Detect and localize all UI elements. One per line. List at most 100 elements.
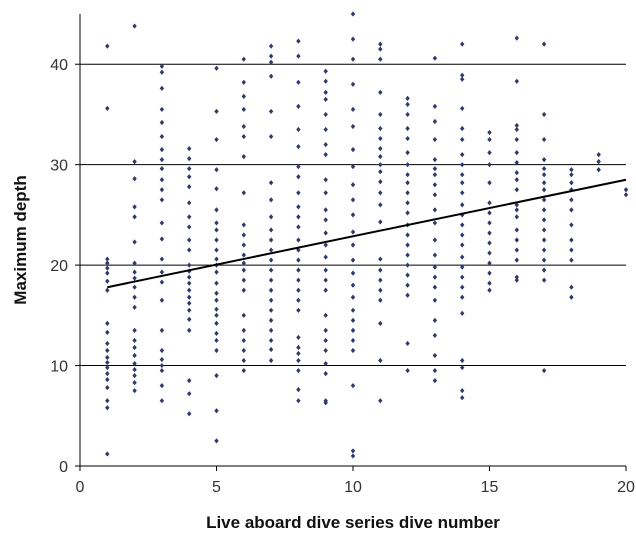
trendline-group [107, 178, 627, 289]
data-point [187, 378, 192, 384]
data-point [105, 265, 110, 271]
data-point [241, 260, 246, 266]
data-point [296, 307, 301, 313]
data-point [323, 370, 328, 377]
data-point [350, 56, 356, 62]
data-point [350, 123, 356, 130]
data-point [350, 307, 356, 313]
data-point [514, 202, 519, 208]
data-point [514, 257, 519, 263]
data-point [268, 133, 274, 140]
data-point [187, 316, 192, 322]
data-point [514, 78, 519, 84]
data-point [460, 152, 465, 158]
data-point [214, 227, 219, 233]
data-point [323, 217, 328, 223]
data-point [405, 125, 410, 132]
data-point [187, 156, 192, 162]
data-point [541, 41, 547, 47]
data-point [487, 200, 492, 206]
data-point [405, 210, 410, 216]
data-point [405, 101, 410, 107]
data-point [350, 147, 356, 153]
data-point [187, 391, 192, 397]
data-point [350, 257, 356, 263]
data-point [405, 272, 410, 278]
data-point [105, 105, 110, 112]
data-point [432, 352, 438, 359]
data-point [214, 438, 219, 444]
data-point [514, 35, 519, 41]
data-point [268, 277, 274, 283]
data-point [378, 56, 383, 62]
data-point [241, 123, 246, 130]
data-point [105, 370, 110, 377]
data-point [187, 184, 192, 190]
data-point [541, 172, 547, 178]
data-point [241, 222, 246, 228]
data-point [296, 237, 301, 243]
data-point [487, 260, 492, 266]
data-point [323, 68, 328, 74]
data-point [405, 111, 410, 118]
data-point [132, 304, 137, 310]
data-point [432, 157, 438, 163]
data-point [350, 327, 356, 333]
data-point [214, 330, 219, 337]
data-point [514, 160, 519, 166]
trendline [107, 178, 627, 289]
data-point [187, 280, 192, 286]
y-tick-label: 0 [59, 459, 68, 476]
data-point [487, 280, 492, 286]
data-point [268, 108, 274, 115]
data-point [378, 219, 383, 225]
data-point [487, 150, 492, 156]
data-point [405, 150, 410, 156]
data-point [460, 364, 465, 371]
data-point [569, 172, 574, 178]
data-point [541, 111, 547, 118]
data-point [432, 252, 438, 258]
data-point [214, 108, 219, 115]
data-point [541, 207, 547, 213]
data-point [105, 364, 110, 371]
data-point [323, 152, 328, 158]
data-point [296, 164, 301, 170]
data-point [323, 337, 328, 344]
data-point [132, 284, 137, 290]
data-point [132, 23, 137, 29]
data-point [541, 136, 547, 143]
data-point [432, 136, 438, 143]
data-point [405, 95, 410, 101]
data-point [187, 214, 192, 220]
data-point [159, 327, 165, 333]
data-point [296, 350, 301, 357]
data-point [460, 190, 465, 196]
data-point [541, 197, 547, 203]
data-point [268, 197, 274, 203]
data-point [268, 287, 274, 293]
data-point [487, 162, 492, 168]
data-point [350, 347, 356, 354]
data-point [460, 222, 465, 228]
x-tick-label: 20 [617, 479, 635, 496]
data-point [487, 220, 492, 226]
data-point [159, 220, 165, 226]
data-point [350, 229, 356, 235]
data-point [323, 360, 328, 367]
data-point [105, 320, 110, 326]
data-point [159, 147, 165, 153]
data-point [214, 186, 219, 192]
data-point [296, 357, 301, 364]
data-point [569, 294, 574, 300]
y-tick-label: 10 [50, 359, 68, 376]
data-point [132, 344, 137, 351]
data-point [432, 274, 438, 280]
data-point [296, 277, 301, 283]
data-point [460, 294, 465, 300]
data-point [405, 367, 410, 374]
data-point [105, 451, 110, 457]
data-point [132, 294, 137, 300]
data-point [432, 172, 438, 178]
data-point [268, 357, 274, 364]
